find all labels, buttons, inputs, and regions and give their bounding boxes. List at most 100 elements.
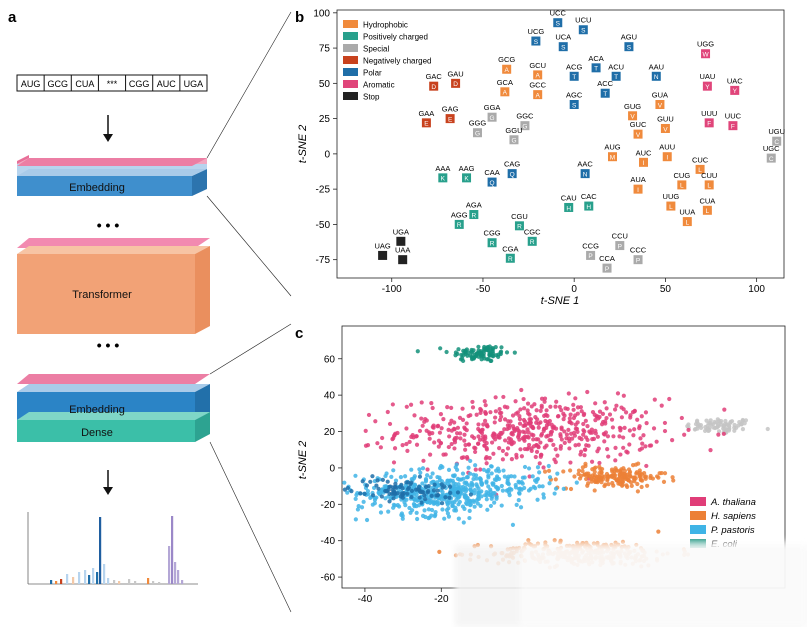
codon-marker [507, 169, 517, 179]
codon-point: GCC A [529, 81, 546, 100]
codon-point: AUU I [659, 143, 675, 162]
sequence-point [447, 421, 453, 426]
sequence-point [444, 507, 450, 513]
codon-label: UUU [701, 109, 717, 118]
codon-marker [454, 219, 464, 229]
sequence-point [682, 432, 687, 437]
sequence-point [736, 423, 741, 428]
sequence-point [498, 350, 503, 355]
codon-marker [633, 129, 643, 139]
codon-marker [704, 180, 714, 190]
sequence-point [704, 427, 710, 432]
sequence-point [522, 434, 527, 440]
sequence-point [463, 447, 468, 452]
sequence-point [387, 499, 392, 504]
sequence-point [386, 509, 391, 514]
sequence-point [581, 432, 586, 437]
sequence-point [574, 480, 579, 485]
codon-label: ACU [608, 62, 624, 71]
codon-label: GCC [529, 81, 546, 90]
codon-marker [600, 88, 610, 98]
sequence-point [597, 409, 603, 414]
sequence-point [521, 423, 526, 428]
sequence-point [473, 446, 478, 451]
sequence-point [345, 490, 350, 495]
b-ytick-label: 0 [324, 149, 330, 160]
sequence-point [670, 475, 675, 480]
sequence-point [483, 411, 488, 416]
sequence-point [488, 489, 493, 494]
sequence-point [417, 428, 423, 434]
codon-label: GUU [657, 114, 674, 123]
sequence-point [499, 345, 504, 350]
sequence-point [567, 439, 572, 444]
sequence-point [570, 436, 575, 441]
sequence-point [476, 344, 481, 349]
sequence-point [437, 549, 442, 554]
sequence-point [422, 508, 427, 513]
sequence-point [537, 461, 542, 466]
sequence-point [522, 419, 528, 424]
sequence-point [536, 425, 541, 430]
codon-marker [633, 184, 643, 194]
sequence-point [537, 484, 542, 489]
codon-point: GAA E [418, 109, 434, 128]
sequence-point [514, 502, 519, 507]
sequence-point [624, 449, 629, 454]
codon-point: GUA V [652, 91, 668, 110]
sequence-point [490, 351, 496, 356]
amino-acid-letter: Q [510, 171, 515, 178]
amino-acid-letter: A [503, 90, 508, 97]
sequence-point [522, 406, 527, 411]
sequence-point [438, 463, 444, 469]
sequence-point [452, 491, 457, 496]
sequence-point [459, 491, 464, 496]
sequence-point [496, 469, 502, 474]
sequence-point [621, 393, 626, 398]
b-xtick-label: -100 [382, 284, 402, 295]
sequence-point [454, 431, 460, 436]
sequence-point [708, 447, 713, 453]
sequence-point [602, 474, 607, 479]
codon-point: CAA Q [484, 168, 499, 187]
sequence-point [492, 490, 497, 496]
sequence-point [452, 508, 457, 513]
sequence-point [400, 443, 405, 448]
codon-label: AGA [466, 201, 482, 210]
sequence-point [477, 490, 482, 495]
sequence-token: UGA [184, 79, 204, 89]
sequence-point [420, 423, 425, 428]
sequence-point [564, 436, 569, 441]
codon-point: ACC T [597, 79, 613, 98]
codon-marker [730, 85, 740, 95]
sequence-point [611, 483, 616, 488]
sequence-point [510, 522, 516, 527]
sequence-point [604, 415, 609, 421]
amino-acid-letter: A [536, 73, 541, 80]
histogram-bar [174, 562, 177, 584]
sequence-point [605, 434, 611, 439]
sequence-point [374, 483, 379, 488]
sequence-point [595, 434, 600, 439]
sequence-point [618, 452, 623, 457]
sequence-point [426, 507, 431, 512]
sequence-token: CUA [75, 79, 94, 89]
sequence-point [452, 474, 457, 479]
sequence-point [527, 412, 532, 417]
histogram-bar [96, 572, 99, 584]
sequence-point [407, 505, 412, 511]
sequence-point [546, 468, 552, 473]
sequence-point [582, 447, 588, 452]
sequence-point [541, 495, 546, 500]
sequence-point [423, 479, 428, 484]
sequence-point [478, 352, 483, 357]
sequence-point [452, 446, 457, 451]
sequence-point [502, 404, 508, 409]
sequence-point [411, 476, 417, 481]
sequence-point [657, 471, 662, 476]
sequence-point [420, 489, 425, 494]
sequence-point [515, 426, 520, 431]
sequence-point [385, 479, 390, 484]
sequence-point [406, 485, 411, 490]
sequence-point [404, 426, 409, 431]
